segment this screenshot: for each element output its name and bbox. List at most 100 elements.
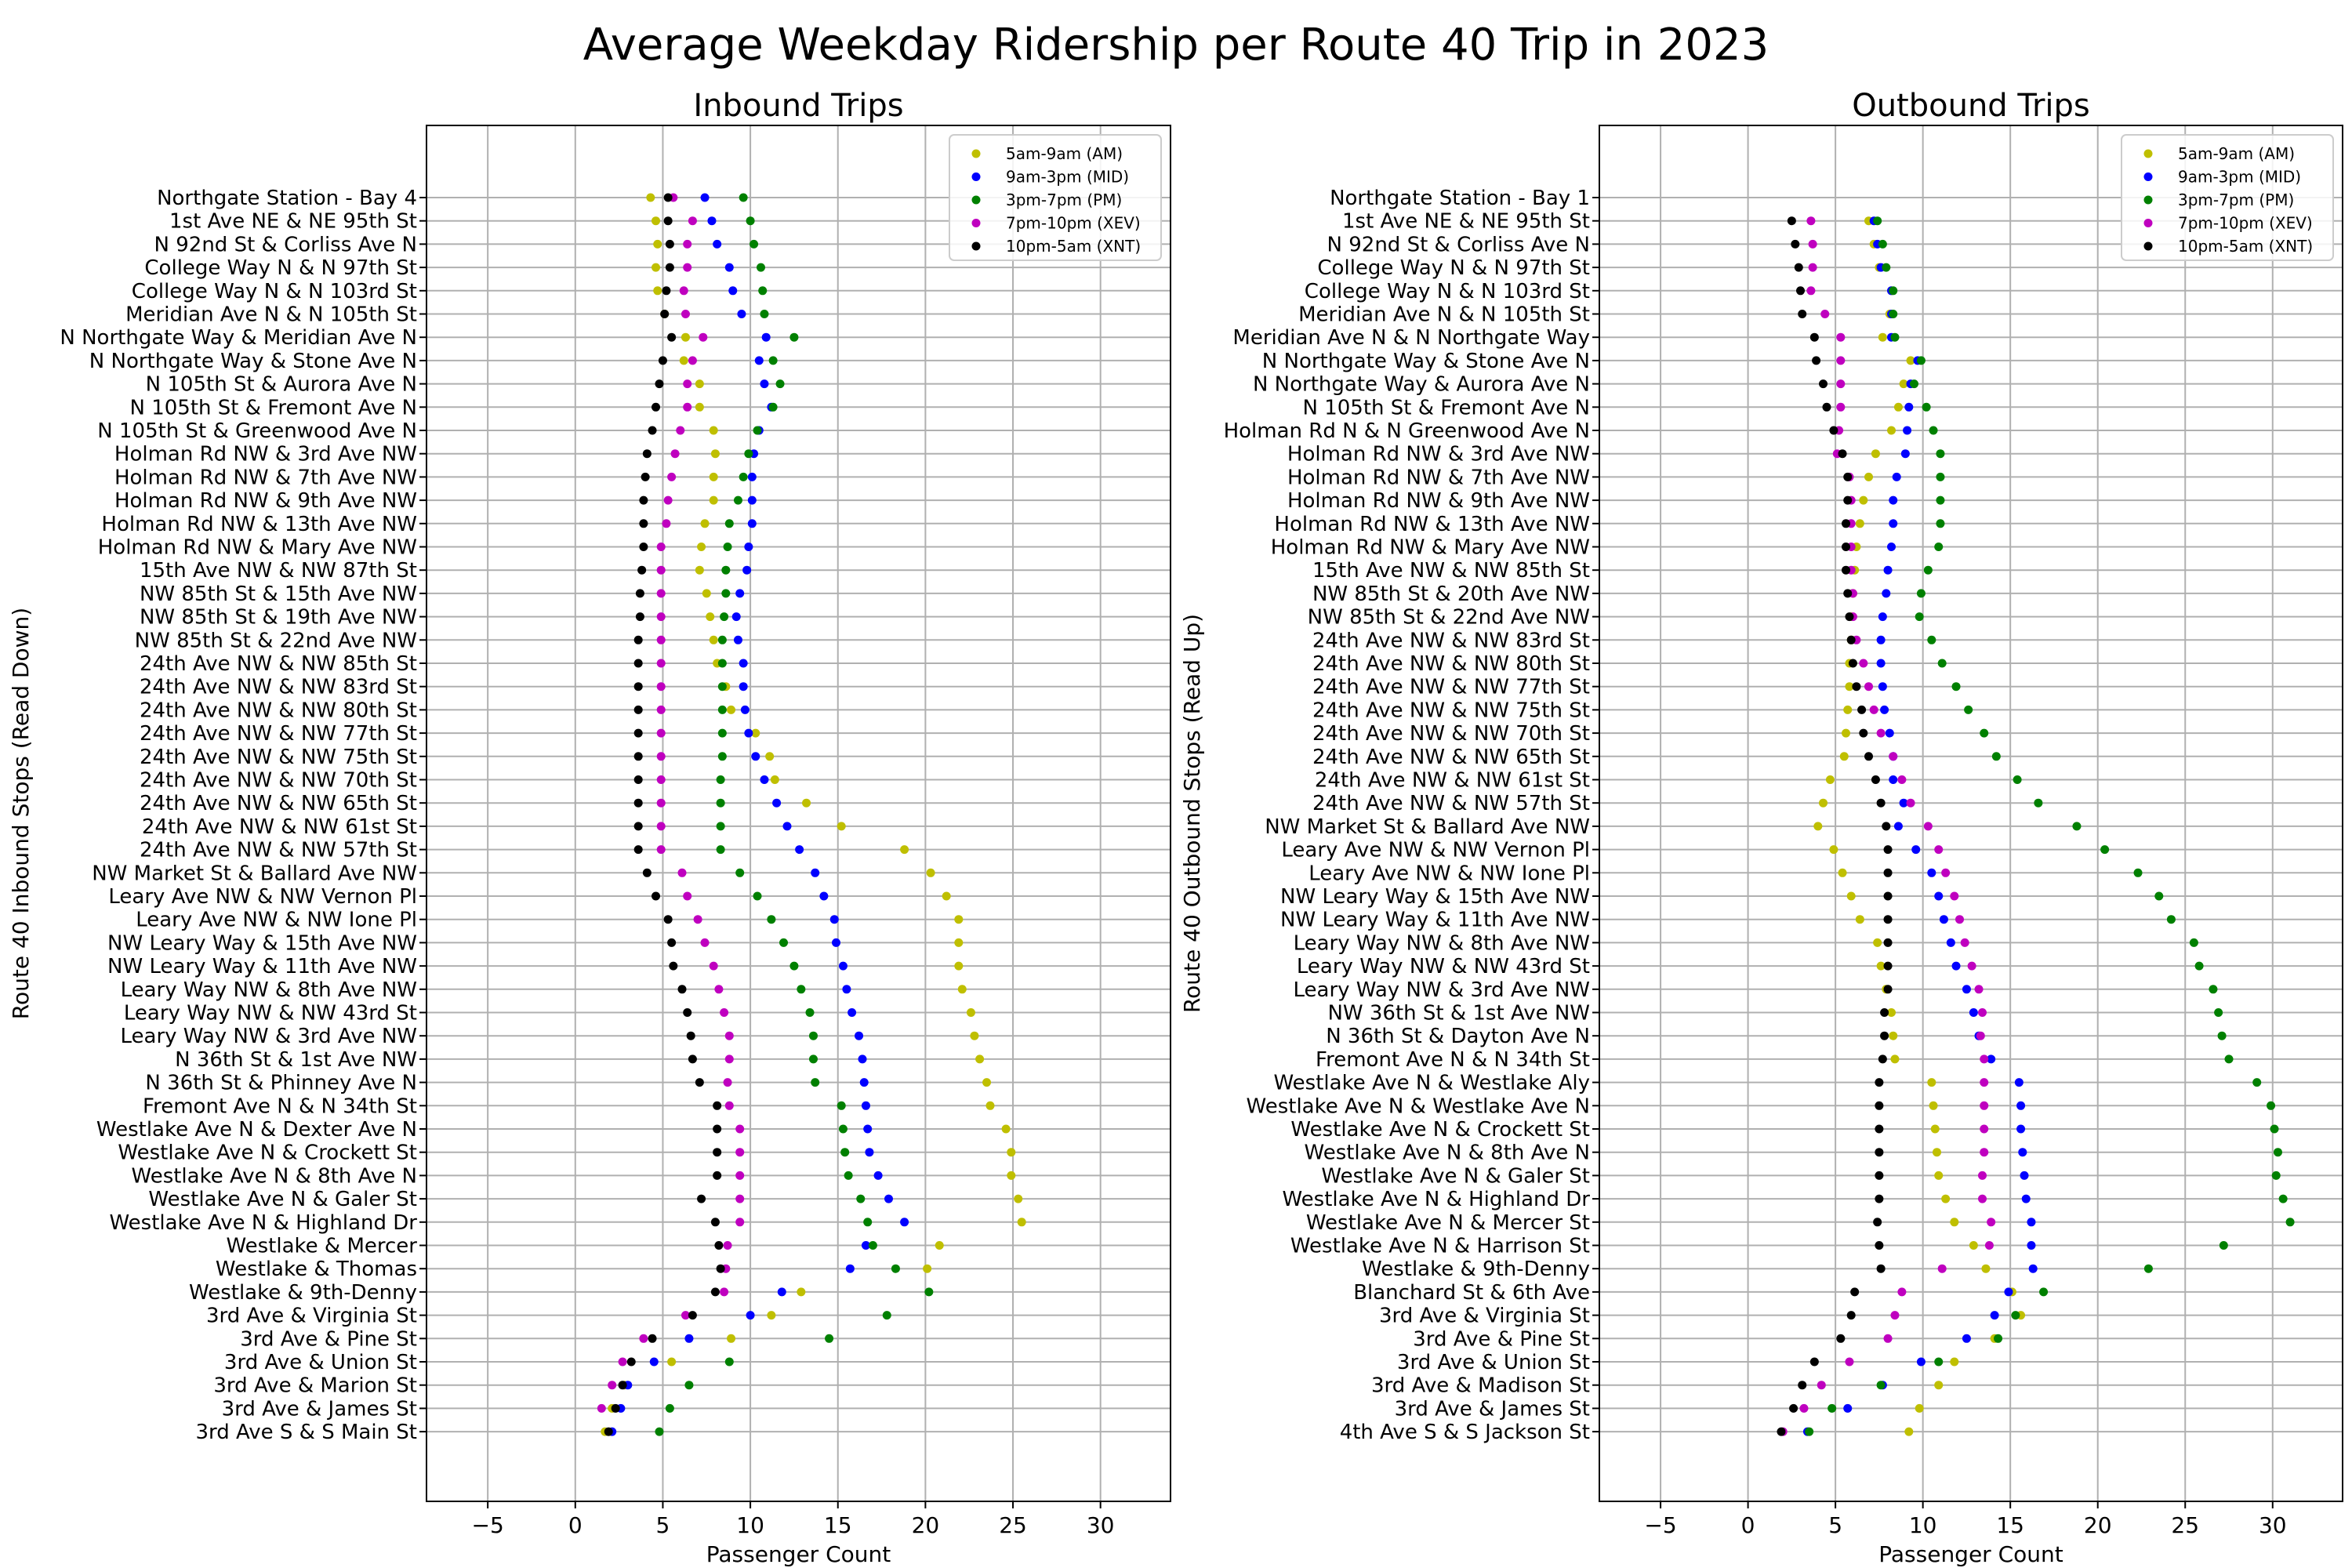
- data-point: [1937, 659, 1947, 668]
- y-tick-label: NW 85th St & 19th Ave NW: [140, 606, 417, 630]
- data-point: [713, 239, 722, 249]
- data-point: [856, 1194, 866, 1203]
- x-tick-label: 15: [824, 1512, 852, 1538]
- data-point: [735, 1124, 745, 1134]
- data-point: [735, 1171, 745, 1180]
- data-point: [709, 495, 718, 505]
- y-tick-label: Westlake Ave N & Dexter Ave N: [96, 1118, 417, 1142]
- data-point: [1850, 1287, 1860, 1297]
- series-7pm-10pm-xev: [597, 193, 745, 1413]
- data-point: [737, 310, 746, 318]
- y-tick-label: N 105th St & Fremont Ave N: [130, 396, 418, 419]
- data-point: [1878, 682, 1887, 691]
- data-point: [633, 752, 643, 761]
- data-point: [2021, 1194, 2031, 1203]
- data-point: [760, 379, 769, 389]
- y-tick-label: Holman Rd NW & 7th Ave NW: [114, 466, 417, 489]
- data-point: [1876, 961, 1886, 971]
- x-tick-label: 10: [1909, 1512, 1937, 1538]
- data-point: [648, 1334, 657, 1343]
- data-point: [710, 1287, 720, 1297]
- y-tick-label: NW 85th St & 15th Ave NW: [140, 583, 417, 606]
- data-point: [727, 1334, 736, 1343]
- data-point: [724, 1357, 734, 1367]
- data-point: [1876, 1264, 1886, 1273]
- data-point: [1808, 239, 1817, 249]
- y-tick-label: Leary Ave NW & NW Ione Pl: [1308, 862, 1590, 885]
- x-tick-label: 0: [568, 1512, 583, 1538]
- data-point: [1883, 868, 1893, 877]
- data-point: [710, 1218, 720, 1227]
- data-point: [1977, 1194, 1987, 1203]
- data-point: [2214, 1008, 2223, 1017]
- data-point: [1794, 263, 1803, 272]
- data-point: [717, 659, 727, 668]
- data-point: [1893, 822, 1903, 831]
- data-point: [1843, 1403, 1853, 1413]
- y-tick-label: Westlake & 9th-Denny: [1362, 1258, 1590, 1281]
- data-point: [744, 543, 753, 551]
- data-point: [724, 1101, 734, 1110]
- data-point: [805, 1008, 815, 1017]
- data-point: [686, 1031, 695, 1040]
- data-point: [1980, 1078, 1989, 1087]
- data-point: [688, 356, 697, 365]
- data-point: [1897, 775, 1907, 784]
- data-point: [1876, 1381, 1886, 1390]
- data-point: [1855, 915, 1864, 924]
- data-point: [637, 565, 647, 575]
- y-tick-label: NW 85th St & 22nd Ave NW: [1308, 606, 1590, 630]
- data-point: [829, 915, 839, 924]
- data-point: [1846, 891, 1856, 901]
- data-point: [735, 1194, 745, 1203]
- data-point: [1899, 798, 1908, 808]
- data-point: [2278, 1194, 2288, 1203]
- y-tick-label: Westlake Ave N & Highland Dr: [109, 1211, 417, 1235]
- inbound-legend: 5am-9am (AM) 9am-3pm (MID) 3pm-7pm (PM) 7pm…: [949, 134, 1162, 261]
- data-point: [1955, 915, 1965, 924]
- x-tick-label: 5: [656, 1512, 670, 1538]
- y-tick-label: Meridian Ave N & N Northgate Way: [1232, 326, 1590, 350]
- data-point: [731, 612, 741, 622]
- data-point: [924, 1287, 934, 1297]
- data-point: [1969, 1008, 1978, 1017]
- data-point: [656, 543, 666, 551]
- data-point: [717, 728, 727, 738]
- data-point: [1899, 379, 1908, 389]
- data-point: [655, 379, 664, 389]
- legend-marker: [2143, 219, 2153, 227]
- data-point: [2194, 961, 2204, 971]
- y-tick-label: Leary Way NW & 8th Ave NW: [1294, 931, 1590, 955]
- data-point: [720, 1287, 729, 1297]
- data-point: [848, 1008, 857, 1017]
- data-point: [1889, 752, 1898, 761]
- data-point: [1845, 682, 1854, 691]
- data-point: [756, 263, 765, 272]
- y-tick-label: NW Leary Way & 15th Ave NW: [107, 931, 417, 955]
- data-point: [2270, 1124, 2279, 1134]
- data-point: [2027, 1241, 2036, 1250]
- data-point: [1893, 402, 1903, 412]
- series-10pm-5am-xnt: [1777, 216, 1893, 1436]
- data-point: [1883, 985, 1893, 994]
- y-tick-label: Holman Rd NW & Mary Ave NW: [98, 536, 417, 560]
- data-point: [1007, 1148, 1016, 1157]
- y-tick-label: Meridian Ave N & N 105th St: [1298, 303, 1590, 327]
- data-point: [1819, 798, 1828, 808]
- data-point: [1903, 426, 1912, 435]
- data-point: [1787, 216, 1796, 226]
- data-point: [1806, 286, 1816, 296]
- y-tick-label: 24th Ave NW & NW 61st St: [1315, 769, 1590, 793]
- data-point: [713, 1148, 722, 1157]
- data-point: [1876, 659, 1886, 668]
- data-point: [700, 193, 710, 202]
- data-point: [760, 775, 769, 784]
- series-3pm-7pm-pm: [1805, 216, 2295, 1436]
- data-point: [1969, 1241, 1978, 1250]
- y-tick-label: Westlake Ave N & 8th Ave N: [132, 1164, 417, 1188]
- y-tick-label: 24th Ave NW & NW 57th St: [1312, 792, 1590, 815]
- y-tick-label: NW 36th St & 1st Ave NW: [1327, 1002, 1590, 1025]
- data-point: [1883, 915, 1893, 924]
- data-point: [735, 589, 745, 598]
- data-point: [1819, 379, 1828, 389]
